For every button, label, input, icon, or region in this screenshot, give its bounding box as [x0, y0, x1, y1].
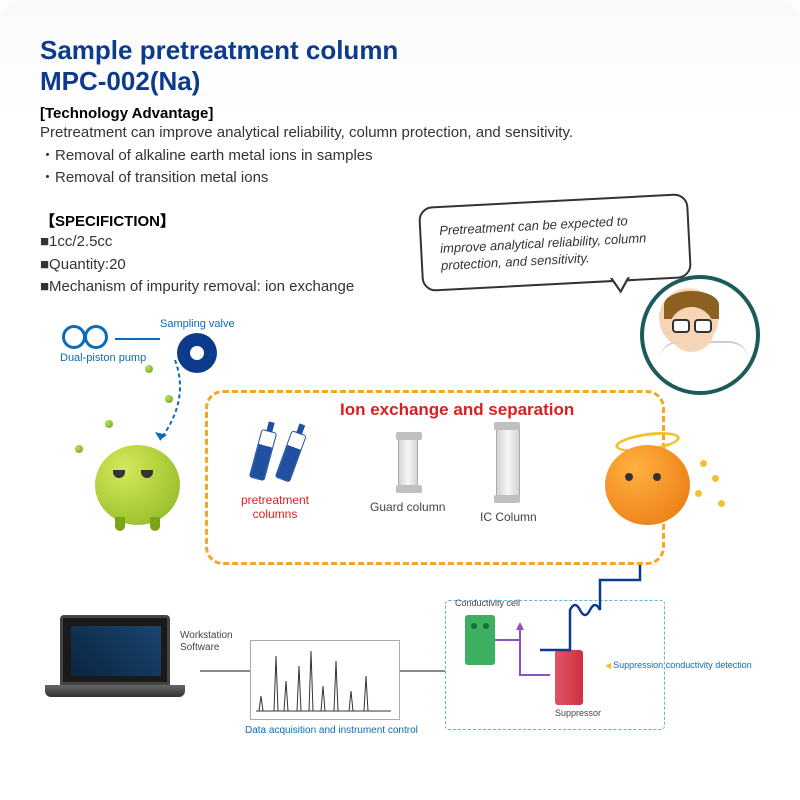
- ion-exchange-title: Ion exchange and separation: [340, 400, 574, 420]
- tech-desc: Pretreatment can improve analytical reli…: [40, 122, 720, 145]
- chromatogram-peaks: [251, 641, 399, 719]
- supp-detection-label: Suppression conductivity detection: [605, 660, 752, 670]
- connector-line: [200, 670, 250, 672]
- cond-cell-label: Conductivity cell: [455, 598, 520, 608]
- title-line1: Sample pretreatment column: [40, 35, 398, 65]
- scientist-icon: [640, 275, 760, 395]
- column-icon: [398, 435, 418, 490]
- laptop: Workstation Software: [60, 615, 200, 697]
- workstation-label: Workstation Software: [180, 630, 233, 654]
- title-line2: MPC-002(Na): [40, 66, 200, 96]
- spec-item1: ■1cc/2.5cc: [40, 231, 440, 254]
- data-acq-label: Data acquisition and instrument control: [245, 725, 418, 736]
- valve-label: Sampling valve: [160, 318, 235, 330]
- connector-line: [115, 338, 160, 340]
- technology-advantage: [Technology Advantage] Pretreatment can …: [40, 105, 720, 190]
- ion-dot: [105, 420, 113, 428]
- orange-character: [605, 445, 690, 525]
- dual-piston-pump: Dual-piston pump: [60, 320, 146, 364]
- laptop-screen: [60, 615, 170, 685]
- spec-item3: ■Mechanism of impurity removal: ion exch…: [40, 276, 440, 299]
- conductivity-cell-icon: [465, 615, 495, 665]
- syringe-icon: [275, 430, 307, 482]
- ic-column: IC Column: [480, 425, 537, 524]
- ic-label: IC Column: [480, 510, 537, 524]
- speech-text: Pretreatment can be expected to improve …: [439, 213, 647, 273]
- pretreat-label: pretreatment columns: [235, 493, 315, 522]
- tech-bullet2: ・Removal of transition metal ions: [40, 167, 720, 190]
- sparkle-dots: [700, 460, 707, 467]
- pump-icon: [60, 320, 110, 350]
- ion-dot: [75, 445, 83, 453]
- guard-label: Guard column: [370, 500, 445, 514]
- spec-item2: ■Quantity:20: [40, 254, 440, 277]
- pump-label: Dual-piston pump: [60, 352, 146, 364]
- chromatogram: [250, 640, 400, 720]
- syringe-icon: [249, 429, 277, 481]
- tech-bullet1: ・Removal of alkaline earth metal ions in…: [40, 145, 720, 168]
- wavy-line: [540, 565, 660, 655]
- green-character: [95, 445, 180, 525]
- ion-dot: [145, 365, 153, 373]
- main-title: Sample pretreatment column MPC-002(Na): [40, 35, 398, 97]
- column-icon: [496, 425, 520, 500]
- pretreatment-columns: pretreatment columns: [235, 430, 315, 522]
- guard-column: Guard column: [370, 435, 445, 514]
- spec-header: 【SPECIFICTION】: [40, 210, 440, 231]
- connector-line: [400, 670, 445, 672]
- specification: 【SPECIFICTION】 ■1cc/2.5cc ■Quantity:20 ■…: [40, 210, 440, 299]
- tech-header: [Technology Advantage]: [40, 105, 720, 122]
